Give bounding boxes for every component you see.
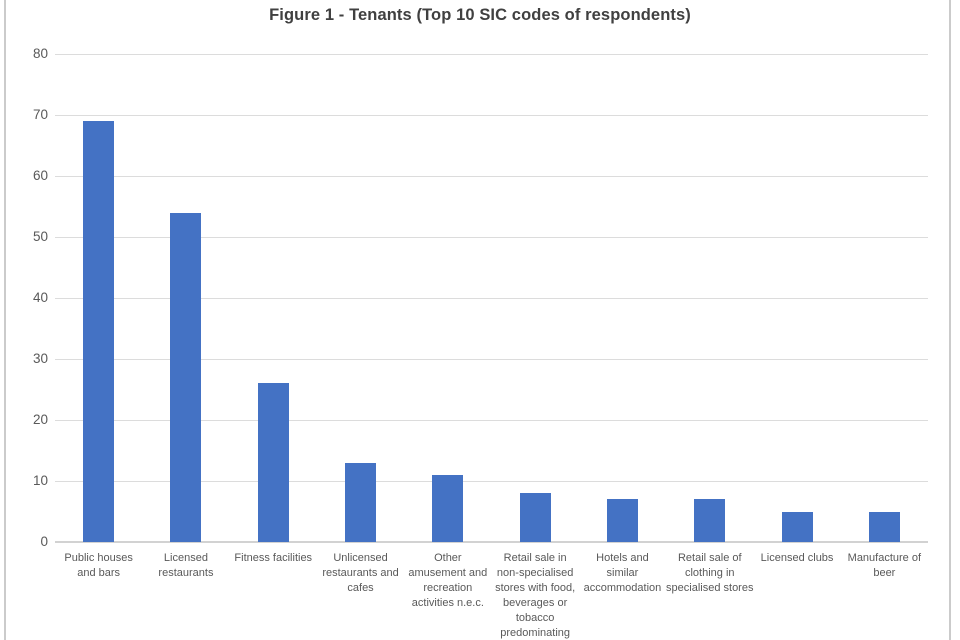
bar — [519, 493, 551, 542]
gridline — [55, 237, 928, 238]
bar — [606, 499, 638, 542]
bar — [694, 499, 726, 542]
x-axis-label: Retail sale of clothing in specialised s… — [666, 552, 754, 594]
chart-title: Figure 1 - Tenants (Top 10 SIC codes of … — [269, 6, 691, 24]
x-axis-label: Hotels and similar accommodation — [583, 552, 662, 594]
gridline — [55, 481, 928, 482]
frame-border-left — [4, 0, 6, 640]
x-axis-label: Licensed clubs — [760, 552, 834, 564]
frame-border-right — [949, 0, 951, 640]
bar — [345, 462, 377, 542]
gridline — [55, 359, 928, 360]
x-axis-label: Other amusement and recreation activitie… — [408, 552, 488, 609]
bar — [781, 511, 813, 542]
gridline — [55, 176, 928, 177]
x-axis-line — [55, 541, 928, 543]
y-tick-label: 20 — [32, 412, 48, 427]
y-tick-label: 30 — [32, 351, 48, 366]
x-axis-label: Retail sale in non-specialised stores wi… — [495, 552, 576, 639]
y-tick-label: 60 — [32, 168, 48, 183]
y-tick-label: 10 — [32, 473, 48, 488]
y-tick-label: 50 — [32, 229, 48, 244]
y-tick-label: 40 — [32, 290, 48, 305]
bar — [432, 474, 464, 542]
x-axis-label: Unlicensed restaurants and cafes — [322, 552, 399, 594]
bar — [83, 121, 115, 542]
plot-area — [55, 54, 928, 543]
bar — [868, 511, 900, 542]
x-axis-label: Fitness facilities — [234, 552, 313, 564]
gridline — [55, 54, 928, 55]
x-axis-label: Manufacture of beer — [847, 552, 922, 579]
gridline — [55, 298, 928, 299]
gridline — [55, 420, 928, 421]
y-tick-label: 0 — [40, 534, 48, 549]
gridline — [55, 115, 928, 116]
y-tick-label: 80 — [32, 46, 48, 61]
y-tick-label: 70 — [32, 107, 48, 122]
x-axis-label: Licensed restaurants — [158, 552, 214, 579]
bar — [257, 383, 289, 542]
bar — [170, 212, 202, 542]
x-axis-label: Public houses and bars — [64, 552, 133, 579]
